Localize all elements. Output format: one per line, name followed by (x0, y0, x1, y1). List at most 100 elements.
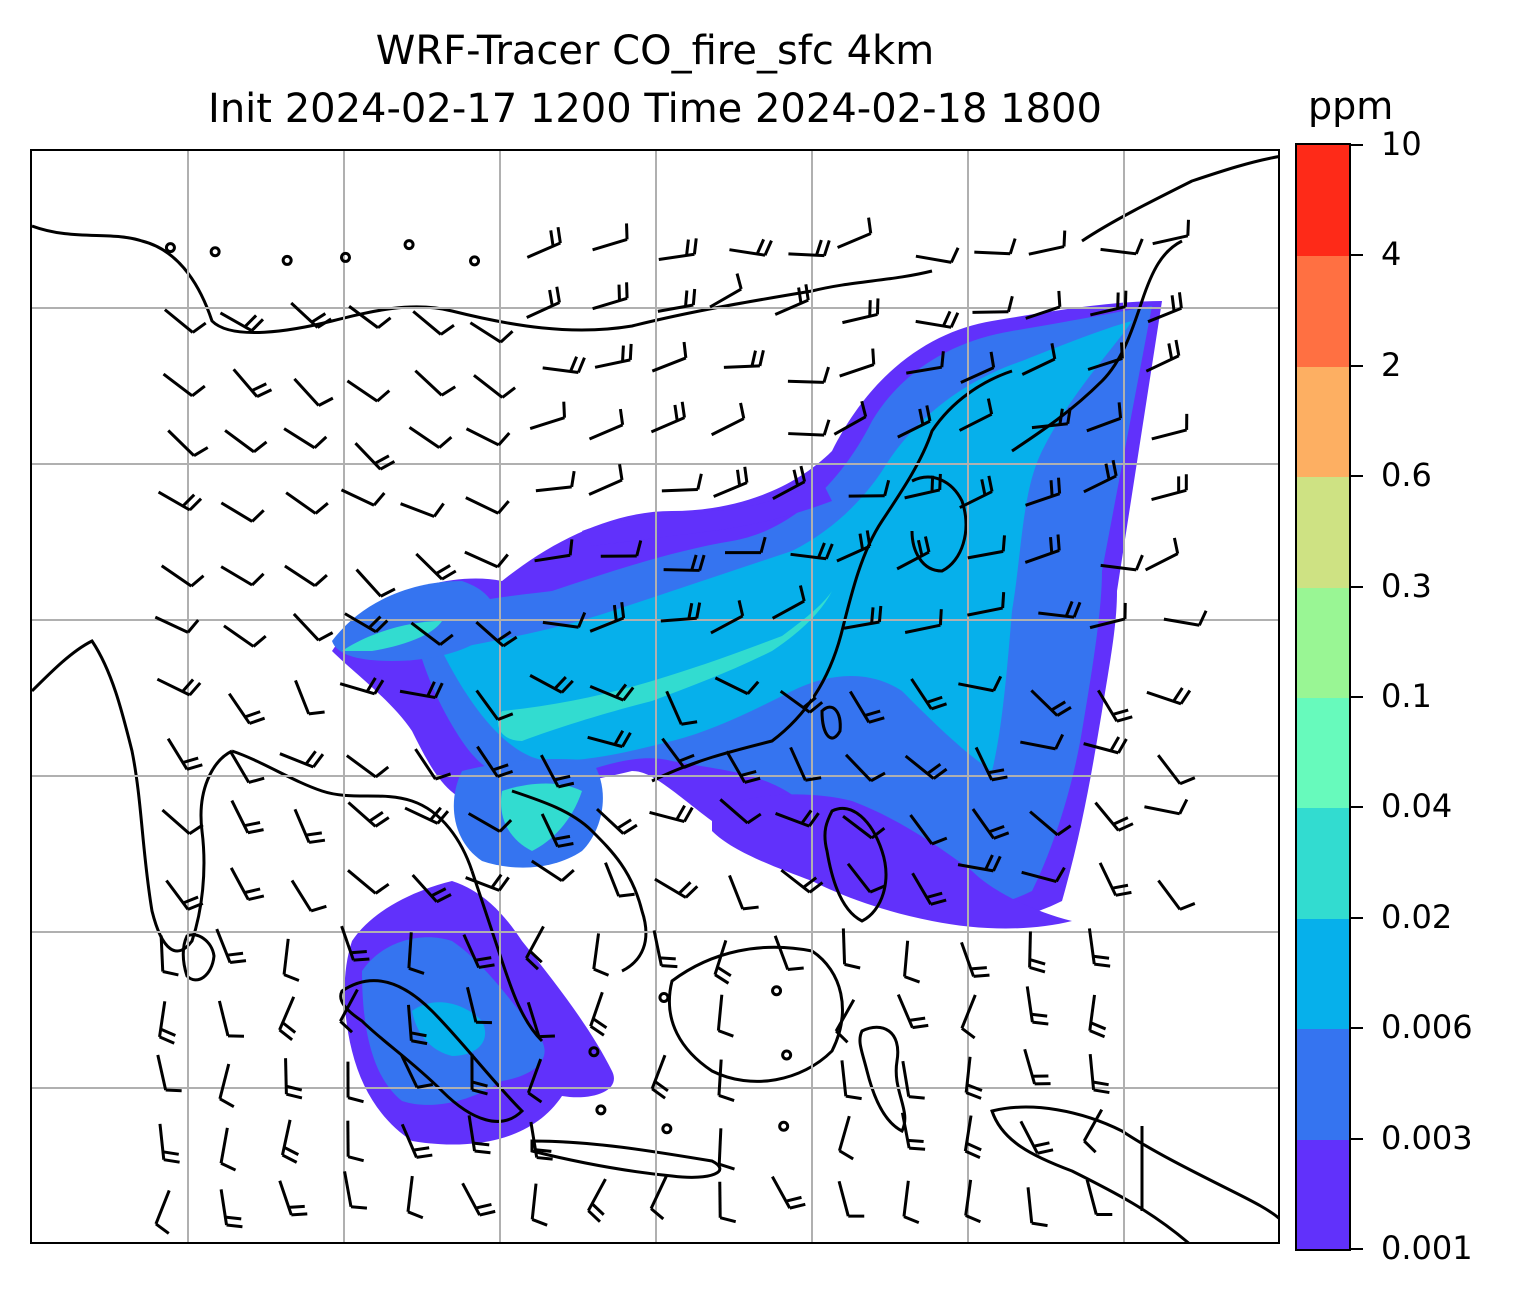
wind-barb (534, 539, 574, 563)
wind-barb (771, 1175, 806, 1210)
wind-barb (589, 601, 626, 633)
colorbar-tick (1351, 254, 1363, 257)
map-canvas (32, 151, 1278, 1242)
wind-barb (285, 491, 329, 515)
wind-barb (476, 745, 514, 778)
calm-wind-marker (781, 1049, 793, 1061)
wind-barb (529, 1121, 553, 1161)
wind-barb (843, 605, 883, 630)
wind-barb (526, 226, 562, 259)
wind-barb (604, 862, 635, 898)
wind-barb (279, 750, 325, 769)
wind-barb (1087, 928, 1111, 968)
wind-barb (223, 624, 267, 648)
wind-barb (282, 938, 300, 982)
wind-barb (540, 813, 574, 848)
wind-barb (1030, 689, 1072, 717)
wind-barb (842, 815, 886, 840)
wind-barb (587, 729, 632, 749)
wind-barb (284, 1058, 303, 1100)
wind-barb (414, 369, 457, 397)
calm-wind-marker (661, 1123, 673, 1135)
wind-barb (1157, 754, 1196, 786)
wind-barb (1083, 736, 1128, 755)
wind-barb (1019, 1120, 1054, 1155)
wind-barb (467, 1115, 491, 1155)
wind-barb (473, 374, 517, 399)
calm-wind-marker (771, 985, 783, 997)
wind-barb (1100, 238, 1144, 256)
wind-barb (1026, 1187, 1048, 1228)
wind-barb (219, 1189, 243, 1229)
wind-barb (902, 1180, 920, 1224)
colorbar-tick (1351, 144, 1363, 146)
wind-barb (1090, 290, 1128, 317)
colorbar-label-0.6: 0.6 (1381, 456, 1432, 495)
wind-barb (771, 585, 806, 620)
colorbar-label-0.006: 0.006 (1381, 1008, 1473, 1047)
wind-barb (780, 868, 824, 894)
wind-barb (974, 238, 1017, 256)
wind-barb (1082, 1108, 1104, 1154)
wind-barb (896, 993, 929, 1030)
wind-barb (595, 807, 638, 835)
wind-barb (1023, 1048, 1051, 1086)
wind-barb (218, 1063, 235, 1108)
wind-barb (959, 475, 994, 509)
wind-barb (728, 874, 759, 911)
wind-barb (1089, 602, 1127, 630)
wind-barb (462, 934, 495, 969)
wind-barb (475, 621, 518, 648)
wind-barb (219, 1127, 237, 1172)
wind-barb (1028, 230, 1067, 256)
wind-barb (230, 799, 264, 835)
wind-barb (592, 223, 629, 252)
wind-barb (772, 465, 807, 501)
wind-barb (526, 286, 561, 319)
wind-barb (958, 675, 1003, 693)
wind-barb (904, 754, 948, 780)
colorbar-label-10: 10 (1381, 125, 1422, 163)
wind-barb (400, 502, 445, 518)
wind-barb (345, 754, 390, 779)
colorbar (1295, 143, 1351, 1251)
wind-barb (165, 879, 204, 911)
wind-barb (1025, 290, 1062, 320)
plume-south-china-sea (712, 794, 1072, 929)
wind-barb (467, 812, 513, 833)
wind-barb (542, 356, 586, 374)
wind-barb (836, 217, 873, 249)
wind-barb (788, 419, 831, 437)
colorbar-segment-0.001 (1297, 1138, 1349, 1249)
wind-barb (592, 282, 629, 311)
wind-barb (293, 377, 334, 407)
sri-lanka-coastline (181, 933, 216, 982)
wind-barb (974, 746, 1008, 782)
colorbar-segment-4 (1297, 145, 1349, 257)
wind-barb (400, 1054, 434, 1089)
wind-barb (229, 867, 265, 902)
malay-peninsula-coastline (470, 870, 544, 1043)
wind-barb (846, 862, 886, 894)
wind-barb (162, 372, 206, 398)
wind-barb (1152, 219, 1190, 246)
india-coastline (32, 639, 233, 953)
bay-of-bengal-coastline (231, 749, 474, 872)
wind-barb (354, 442, 396, 471)
colorbar-segment-0.3 (1297, 476, 1349, 588)
wind-barb (280, 1119, 300, 1164)
wind-barb (159, 935, 179, 977)
map-panel (30, 149, 1280, 1244)
wind-barb (588, 408, 625, 441)
wind-barb (525, 925, 545, 971)
wind-barb (1144, 537, 1180, 572)
wind-barb (461, 1182, 496, 1217)
colorbar-tick (1351, 364, 1363, 367)
wind-barb (1094, 801, 1134, 832)
colorbar-label-0.02: 0.02 (1381, 897, 1453, 936)
wind-barb (838, 1115, 854, 1161)
wind-barb (154, 615, 200, 634)
chart-title-line1: WRF-Tracer CO_fire_sfc 4km (375, 28, 935, 74)
wind-barb (355, 568, 396, 598)
wind-barb (915, 247, 960, 264)
